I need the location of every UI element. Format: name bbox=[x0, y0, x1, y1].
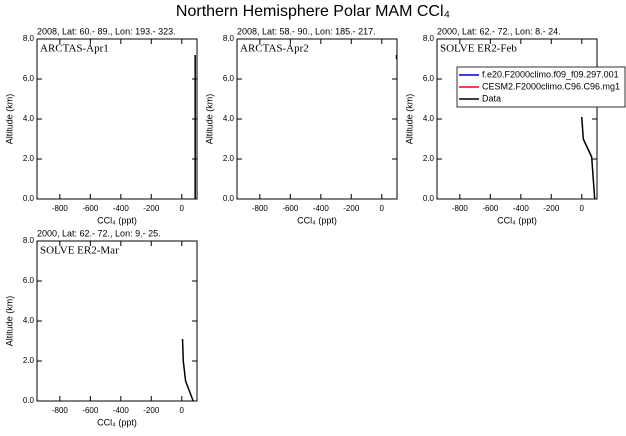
legend-label: CESM2.F2000climo.C96.C96.mg1 bbox=[482, 81, 620, 91]
y-tick-label: 0.0 bbox=[223, 194, 235, 203]
y-tick-label: 0.0 bbox=[423, 194, 435, 203]
x-tick-label: -200 bbox=[343, 204, 360, 213]
x-tick-label: -400 bbox=[313, 204, 330, 213]
panel-annotation: ARCTAS-Apr2 bbox=[240, 43, 309, 55]
plot-frame bbox=[36, 240, 198, 402]
y-tick-label: 2.0 bbox=[223, 154, 235, 163]
plot-frame bbox=[236, 38, 398, 200]
x-tick-label: 0 bbox=[180, 406, 185, 415]
x-axis-label: CCl₄ (ppt) bbox=[97, 215, 137, 225]
y-tick-label: 6.0 bbox=[23, 276, 35, 285]
x-tick-label: -600 bbox=[82, 204, 99, 213]
panel-subtitle: 2000, Lat: 62.- 72., Lon: 9.- 25. bbox=[37, 228, 161, 238]
x-tick-label: -400 bbox=[113, 406, 130, 415]
y-tick-label: 6.0 bbox=[423, 74, 435, 83]
x-axis-label: CCl₄ (ppt) bbox=[97, 417, 137, 427]
x-tick-label: -800 bbox=[52, 406, 69, 415]
plot-frame bbox=[36, 38, 198, 200]
x-tick-label: -800 bbox=[452, 204, 469, 213]
x-tick-label: -200 bbox=[143, 406, 160, 415]
y-tick-label: 8.0 bbox=[23, 236, 35, 245]
panel-annotation: SOLVE ER2-Mar bbox=[40, 245, 119, 257]
panel-subtitle: 2008, Lat: 58.- 90., Lon: 185.- 217. bbox=[237, 26, 376, 36]
panel-annotation: ARCTAS-Apr1 bbox=[40, 43, 109, 55]
y-tick-label: 6.0 bbox=[223, 74, 235, 83]
y-tick-label: 4.0 bbox=[23, 114, 35, 123]
x-tick-label: -200 bbox=[543, 204, 560, 213]
x-tick-label: -400 bbox=[513, 204, 530, 213]
y-tick-label: 2.0 bbox=[23, 154, 35, 163]
x-tick-label: 0 bbox=[180, 204, 185, 213]
x-tick-label: -400 bbox=[113, 204, 130, 213]
y-tick-label: 8.0 bbox=[223, 34, 235, 43]
y-tick-label: 4.0 bbox=[423, 114, 435, 123]
data-line bbox=[581, 116, 596, 200]
panel-annotation: SOLVE ER2-Feb bbox=[440, 43, 517, 55]
x-tick-label: 0 bbox=[580, 204, 585, 213]
x-tick-label: -800 bbox=[252, 204, 269, 213]
y-axis-label: Altitude (km) bbox=[204, 94, 214, 145]
chart-title: Northern Hemisphere Polar MAM CCl₄ bbox=[176, 3, 450, 20]
y-tick-label: 2.0 bbox=[23, 356, 35, 365]
x-tick-label: -800 bbox=[52, 204, 69, 213]
y-axis-label: Altitude (km) bbox=[4, 94, 14, 145]
y-axis-label: Altitude (km) bbox=[4, 296, 14, 347]
panel-subtitle: 2000, Lat: 62.- 72., Lon: 8.- 24. bbox=[437, 26, 561, 36]
y-axis-label: Altitude (km) bbox=[404, 94, 414, 145]
legend-label: Data bbox=[482, 93, 501, 103]
x-tick-label: -600 bbox=[482, 204, 499, 213]
legend-box bbox=[456, 66, 626, 108]
x-tick-label: -600 bbox=[82, 406, 99, 415]
y-tick-label: 8.0 bbox=[423, 34, 435, 43]
x-tick-label: -200 bbox=[143, 204, 160, 213]
y-tick-label: 6.0 bbox=[23, 74, 35, 83]
x-axis-label: CCl₄ (ppt) bbox=[297, 215, 337, 225]
y-tick-label: 4.0 bbox=[23, 316, 35, 325]
data-line bbox=[181, 338, 194, 402]
y-tick-label: 8.0 bbox=[23, 34, 35, 43]
y-tick-label: 0.0 bbox=[23, 194, 35, 203]
x-axis-label: CCl₄ (ppt) bbox=[497, 215, 537, 225]
y-tick-label: 4.0 bbox=[223, 114, 235, 123]
panel-subtitle: 2008, Lat: 60.- 89., Lon: 193.- 323. bbox=[37, 26, 176, 36]
x-tick-label: 0 bbox=[380, 204, 385, 213]
legend-label: f.e20.F2000climo.f09_f09.297.001 bbox=[482, 69, 619, 79]
y-tick-label: 2.0 bbox=[423, 154, 435, 163]
plot-frame bbox=[436, 38, 598, 200]
x-tick-label: -600 bbox=[282, 204, 299, 213]
y-tick-label: 0.0 bbox=[23, 396, 35, 405]
